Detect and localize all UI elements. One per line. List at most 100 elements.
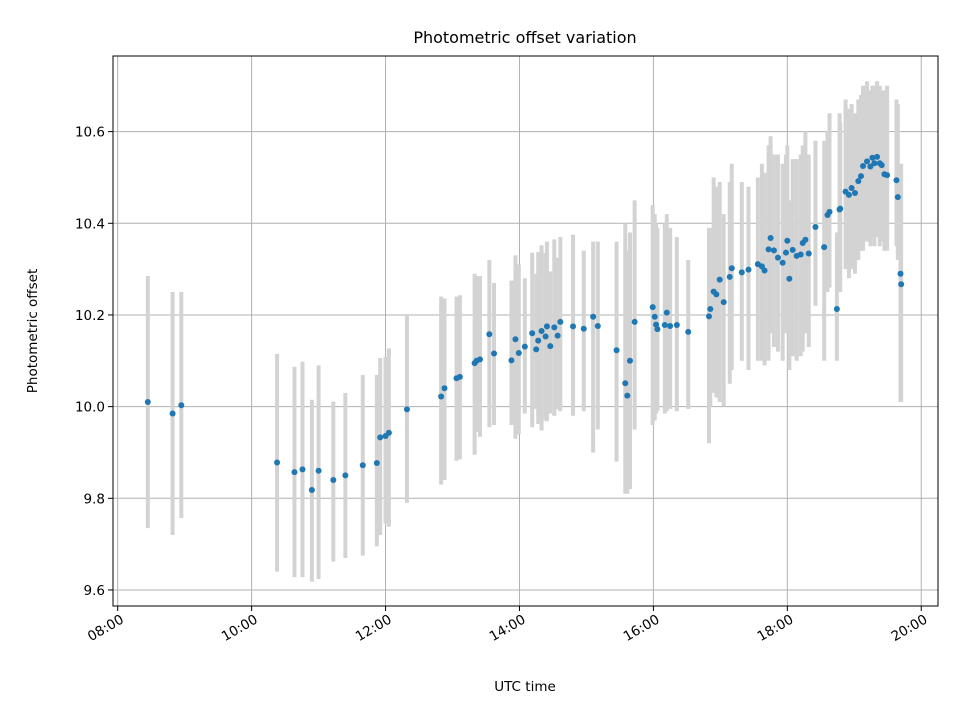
y-tick-label: 10.6 — [75, 125, 105, 141]
data-point — [797, 251, 804, 258]
data-point — [554, 332, 561, 339]
data-point — [144, 399, 151, 406]
data-point — [774, 254, 781, 261]
data-point — [590, 313, 597, 320]
data-point — [884, 172, 891, 179]
data-point — [547, 343, 554, 350]
data-point — [533, 346, 540, 353]
data-point — [456, 373, 463, 380]
data-point — [529, 330, 536, 337]
data-point — [330, 476, 337, 483]
data-point — [848, 185, 855, 191]
data-point — [713, 291, 720, 298]
x-axis-label: UTC time — [494, 679, 556, 695]
data-point — [786, 275, 793, 282]
plot-frame — [112, 55, 939, 607]
data-point — [782, 249, 789, 256]
data-point — [851, 190, 858, 197]
data-point — [845, 191, 852, 198]
data-point — [385, 429, 392, 436]
data-point — [486, 331, 493, 338]
data-point — [631, 318, 638, 325]
data-point — [874, 153, 881, 160]
data-point — [716, 276, 723, 283]
data-point — [837, 205, 844, 212]
data-point — [342, 472, 349, 479]
data-point — [857, 173, 864, 180]
data-point — [535, 337, 542, 344]
data-point — [508, 357, 515, 364]
data-point — [403, 406, 410, 413]
data-point — [897, 270, 904, 277]
data-point — [767, 234, 774, 241]
data-point — [521, 343, 528, 350]
data-point — [745, 266, 752, 273]
y-axis-label: Photometric offset — [25, 269, 41, 393]
data-point — [274, 459, 281, 466]
data-point — [685, 328, 692, 335]
data-point — [613, 347, 620, 354]
data-point — [765, 246, 772, 253]
chart-title: Photometric offset variation — [413, 28, 636, 47]
data-point — [512, 336, 519, 343]
data-point — [580, 325, 587, 332]
data-point — [855, 178, 862, 185]
data-point — [178, 402, 185, 409]
data-point — [622, 380, 629, 387]
y-tick-label: 10.4 — [75, 216, 105, 232]
data-points — [144, 153, 905, 494]
data-point — [867, 163, 874, 170]
data-point — [291, 469, 298, 476]
data-point — [770, 247, 777, 254]
data-point — [726, 273, 733, 280]
data-point — [654, 326, 661, 333]
data-point — [491, 350, 498, 357]
data-point — [373, 460, 380, 466]
data-point — [377, 434, 384, 441]
data-point — [802, 236, 809, 243]
y-tick-label: 9.6 — [84, 583, 105, 599]
data-point — [705, 313, 712, 320]
data-point — [542, 333, 549, 340]
data-point — [864, 158, 871, 165]
data-point — [784, 237, 791, 244]
data-point — [812, 223, 819, 230]
data-point — [626, 357, 633, 364]
y-tick-label: 9.8 — [84, 491, 105, 507]
data-point — [720, 299, 727, 306]
data-point — [805, 250, 812, 257]
data-point — [728, 265, 735, 272]
data-point — [438, 393, 445, 400]
y-tick-label: 10.2 — [75, 308, 105, 324]
data-point — [551, 324, 558, 331]
data-point — [299, 466, 306, 473]
data-point — [624, 392, 631, 399]
data-point — [661, 322, 668, 329]
data-point — [538, 328, 545, 334]
data-point — [860, 163, 866, 169]
data-point — [878, 162, 885, 169]
y-tick-label: 10.0 — [75, 400, 105, 416]
data-point — [673, 322, 680, 329]
data-point — [169, 410, 176, 417]
data-point — [871, 160, 878, 167]
data-point — [557, 318, 564, 325]
data-point — [821, 244, 828, 251]
data-point — [315, 467, 322, 474]
data-point — [738, 269, 745, 276]
data-point — [476, 356, 483, 363]
data-point — [869, 154, 876, 161]
data-point — [515, 350, 522, 356]
data-point — [441, 385, 448, 392]
data-point — [308, 487, 315, 494]
data-point — [826, 208, 833, 215]
data-point — [543, 323, 550, 330]
data-point — [359, 462, 366, 469]
data-point — [779, 259, 786, 266]
data-point — [653, 321, 660, 328]
data-point — [570, 323, 577, 330]
data-point — [833, 306, 840, 312]
data-point — [761, 267, 768, 274]
data-point — [594, 322, 601, 329]
